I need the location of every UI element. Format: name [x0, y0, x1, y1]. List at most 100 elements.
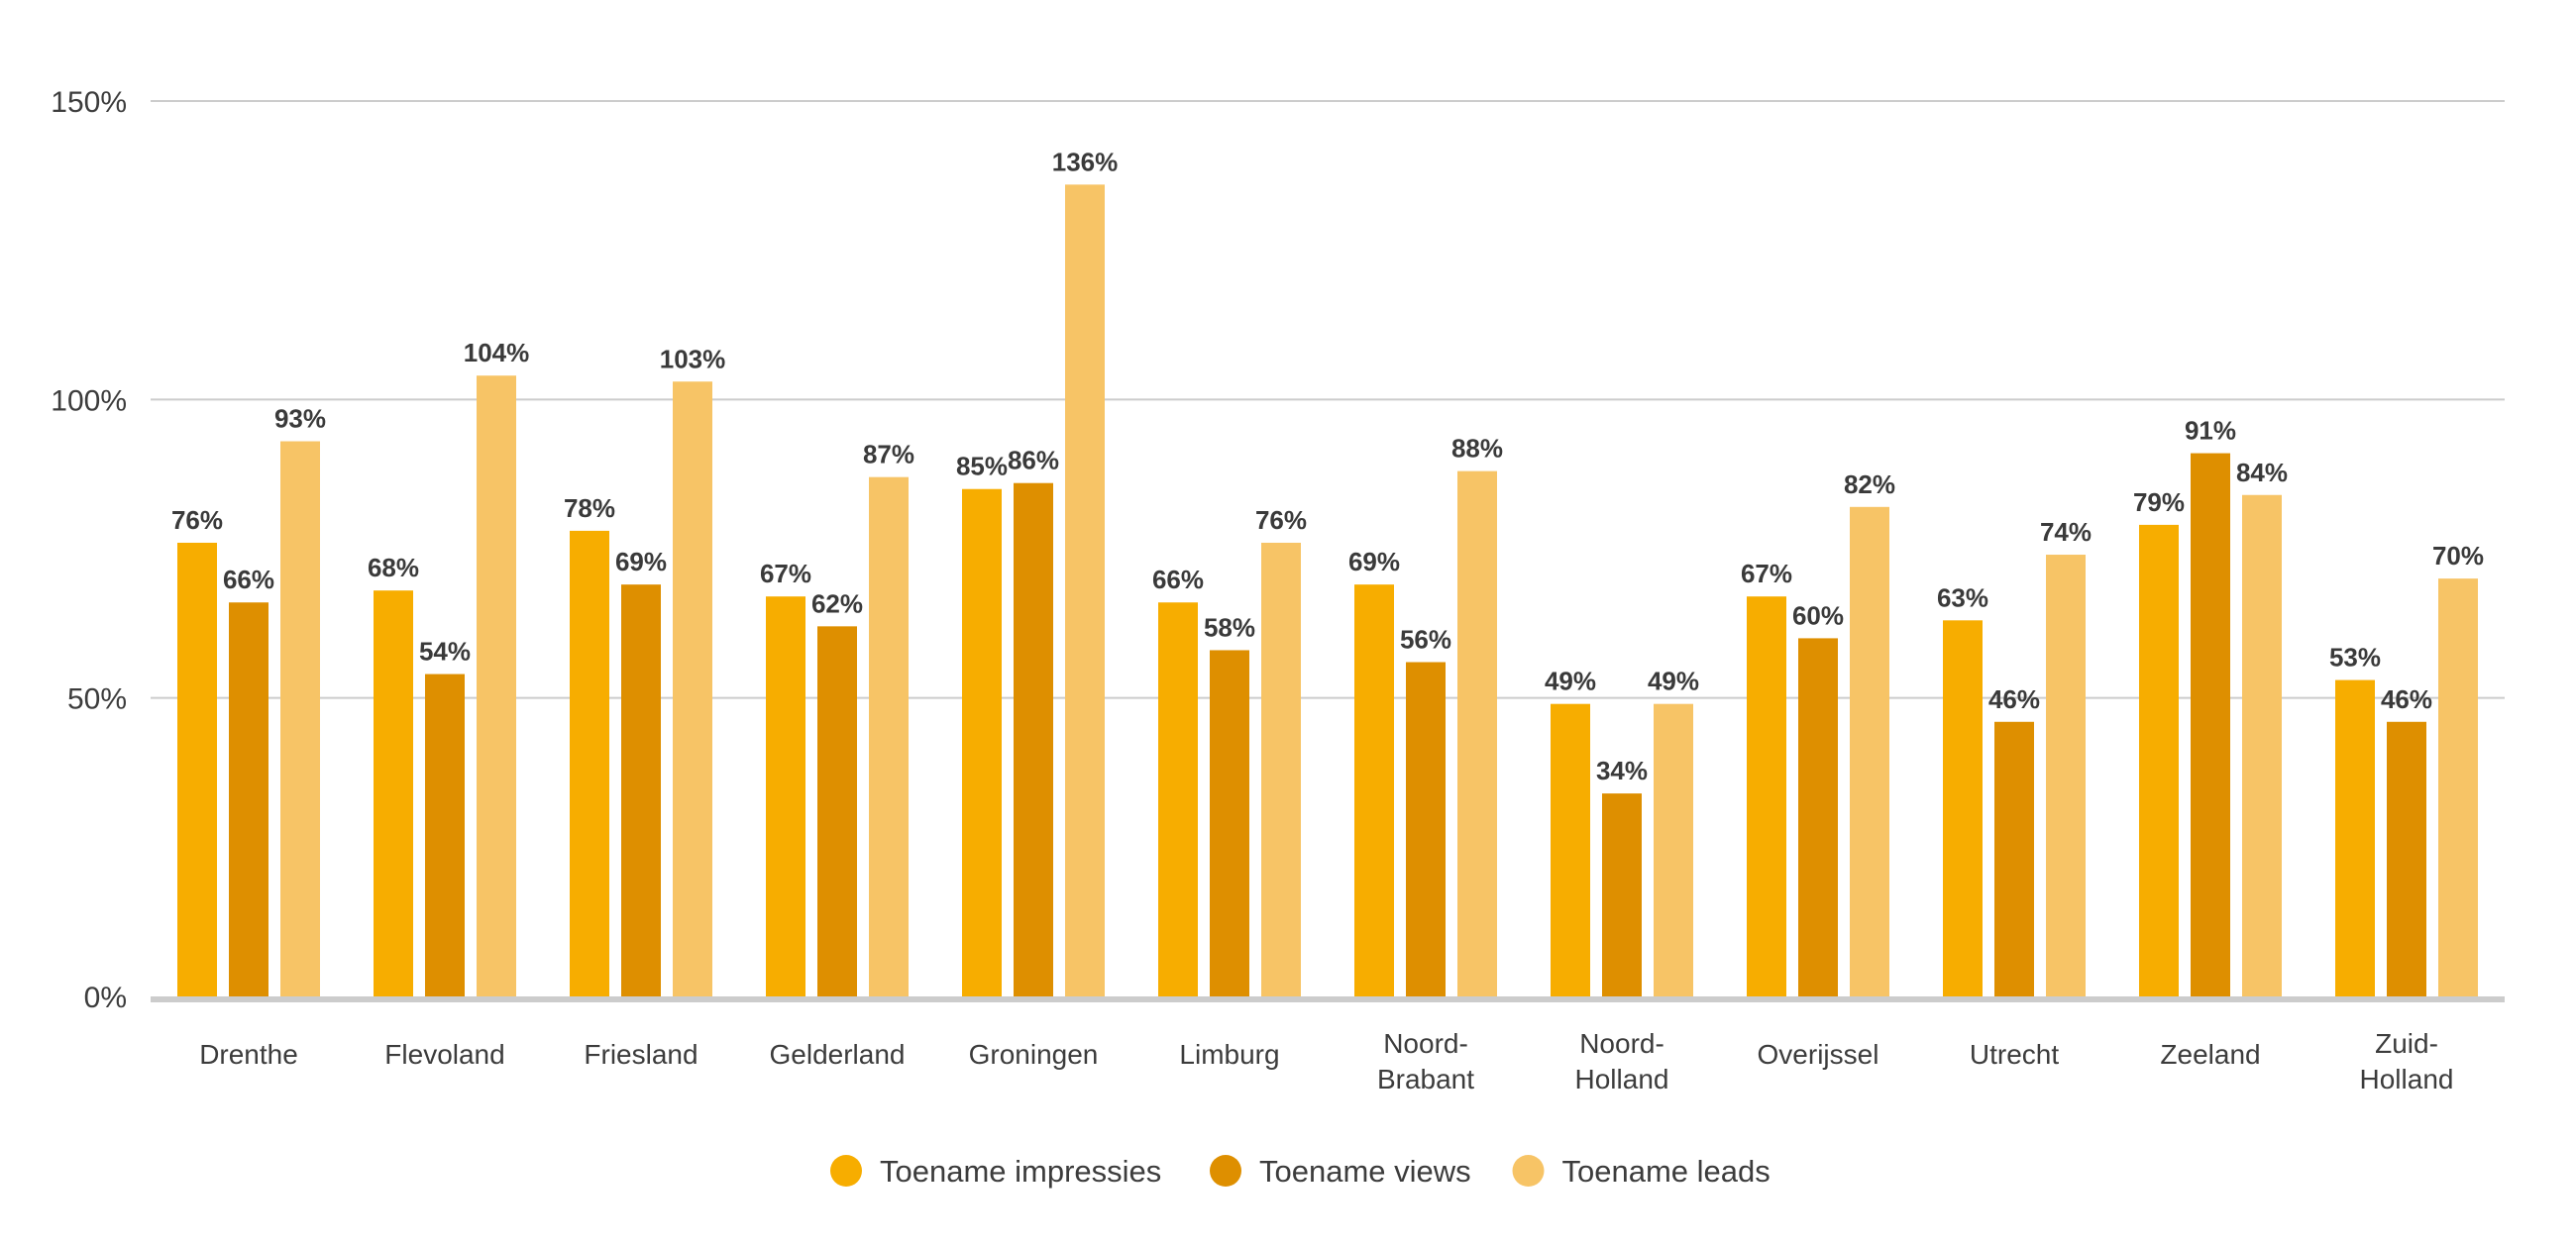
bar: [1602, 793, 1642, 996]
x-tick-label: Noord-: [1579, 1028, 1664, 1059]
bar: [374, 590, 413, 996]
x-tick-label: Friesland: [584, 1039, 698, 1070]
legend-label: Toename impressies: [880, 1154, 1161, 1189]
data-label: 78%: [564, 493, 615, 523]
x-tick-label: Holland: [2360, 1064, 2454, 1094]
bar: [570, 530, 609, 996]
bar: [2335, 679, 2375, 996]
x-tick-label: Gelderland: [770, 1039, 906, 1070]
bar: [1210, 650, 1249, 996]
legend-swatch: [830, 1155, 862, 1187]
x-tick-label: Zeeland: [2160, 1039, 2260, 1070]
y-tick-label: 150%: [51, 86, 127, 119]
data-label: 58%: [1204, 612, 1255, 642]
data-label: 74%: [2040, 517, 2092, 547]
data-label: 87%: [863, 440, 914, 469]
bar: [1065, 184, 1105, 996]
data-label: 85%: [956, 452, 1008, 481]
bar: [2242, 494, 2282, 996]
x-tick-label: Noord-: [1383, 1028, 1468, 1059]
bar: [817, 626, 857, 996]
x-tick-label: Groningen: [969, 1039, 1099, 1070]
bar: [766, 596, 805, 996]
x-tick-label: Holland: [1575, 1064, 1669, 1094]
bar: [1406, 662, 1446, 996]
data-label: 49%: [1545, 667, 1596, 696]
bar: [477, 375, 516, 996]
data-label: 67%: [760, 559, 811, 588]
x-tick-label: Drenthe: [199, 1039, 298, 1070]
bar: [1994, 721, 2034, 996]
x-tick-label: Overijssel: [1758, 1039, 1879, 1070]
data-label: 93%: [274, 404, 326, 434]
x-tick-label: Utrecht: [1970, 1039, 2059, 1070]
data-label: 67%: [1741, 559, 1792, 588]
bar: [962, 488, 1002, 996]
x-tick-label: Limburg: [1179, 1039, 1279, 1070]
data-label: 63%: [1937, 582, 1988, 612]
data-label: 91%: [2185, 416, 2236, 446]
bar: [1943, 620, 1983, 996]
data-label: 60%: [1792, 600, 1844, 630]
y-tick-label: 100%: [51, 384, 127, 417]
bar: [1158, 602, 1198, 996]
bar: [673, 381, 712, 997]
bar: [1747, 596, 1786, 996]
data-label: 103%: [660, 344, 726, 373]
bar: [1014, 482, 1053, 996]
bar: [1354, 584, 1394, 996]
bar: [2438, 578, 2478, 996]
bars: [177, 184, 2478, 997]
data-label: 69%: [1348, 547, 1400, 576]
bar: [1654, 703, 1693, 996]
y-tick-label: 50%: [67, 683, 127, 716]
bar: [2191, 453, 2230, 996]
data-label: 62%: [811, 588, 863, 618]
legend-swatch: [1210, 1155, 1241, 1187]
data-label: 79%: [2133, 487, 2185, 517]
x-tick-label: Flevoland: [384, 1039, 504, 1070]
y-tick-label: 0%: [84, 982, 127, 1014]
bar: [1850, 506, 1889, 996]
data-label: 66%: [223, 565, 274, 594]
bar: [2387, 721, 2426, 996]
data-label: 86%: [1008, 446, 1059, 475]
data-label: 53%: [2329, 643, 2381, 673]
bar: [2139, 524, 2179, 996]
bar: [229, 602, 268, 996]
legend-label: Toename leads: [1562, 1154, 1771, 1189]
bar: [1798, 638, 1838, 996]
bar: [280, 441, 320, 996]
legend-swatch: [1512, 1155, 1545, 1187]
x-axis-ticks: Drenthe Flevoland Friesland Gelderland Groni…: [199, 1028, 2453, 1094]
bar: [1457, 470, 1497, 996]
bar: [425, 674, 465, 996]
data-label: 82%: [1844, 469, 1895, 499]
y-axis-ticks: 0% 50% 100% 150%: [51, 86, 127, 1014]
data-label: 66%: [1152, 565, 1204, 594]
data-label: 46%: [2381, 684, 2432, 714]
data-label: 49%: [1648, 667, 1699, 696]
data-label: 104%: [464, 338, 530, 367]
bar: [869, 476, 909, 996]
legend: Toename impressies Toename views Toename l…: [830, 1154, 1771, 1189]
data-label: 34%: [1596, 756, 1648, 785]
data-label: 76%: [171, 505, 223, 535]
data-label: 56%: [1400, 625, 1451, 655]
data-label: 68%: [368, 553, 419, 582]
bar: [1551, 703, 1590, 996]
bar: [621, 584, 661, 996]
data-label: 70%: [2432, 541, 2484, 571]
data-labels: 76%66%93%68%54%104%78%69%103%67%62%87% 85…: [171, 147, 2484, 785]
data-label: 54%: [419, 637, 471, 667]
bar: [1261, 542, 1301, 996]
data-label: 84%: [2236, 458, 2288, 487]
data-label: 76%: [1255, 505, 1307, 535]
data-label: 136%: [1052, 147, 1119, 176]
data-label: 46%: [1988, 684, 2040, 714]
gridlines: [151, 100, 2505, 699]
legend-label: Toename views: [1259, 1154, 1471, 1189]
data-label: 69%: [615, 547, 667, 576]
data-label: 88%: [1451, 434, 1503, 464]
